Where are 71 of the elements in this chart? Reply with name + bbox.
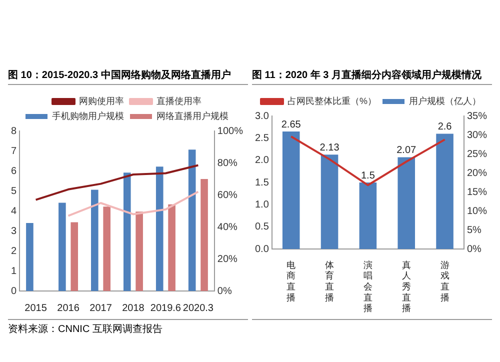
legend-label: 手机购物用户规模	[52, 110, 124, 121]
legend-label: 网络直播用户规模	[156, 110, 228, 121]
x-tick-label: 2019.6	[150, 302, 182, 314]
y-tick-label: 0	[11, 286, 17, 297]
x-tick-label: 游戏直播	[440, 260, 450, 302]
y-tick-label: 3.0	[254, 110, 270, 122]
y-tick-label: 3	[11, 226, 17, 237]
y-tick-label: 1	[11, 266, 17, 277]
bar	[91, 190, 98, 291]
bar	[70, 222, 78, 291]
bar	[103, 206, 110, 291]
y-tick-label: 0.0	[254, 244, 270, 255]
x-tick-label: 电商直播	[286, 260, 296, 302]
bar	[200, 179, 208, 291]
text: 资料来源：CNNIC 互联网调查报告	[8, 322, 248, 336]
legend-label: 占网民整体比重（%）	[288, 96, 377, 106]
bar	[58, 202, 66, 291]
y2-tick-label: 60%	[217, 190, 238, 201]
bar	[156, 166, 164, 291]
x-tick-label: 真人秀直播	[402, 260, 411, 314]
bar	[436, 134, 454, 249]
legend-label: 用户规模（亿人）	[409, 96, 481, 106]
y2-tick-label: 35%	[466, 110, 488, 122]
chart-title: 图 10：2015-2020.3 中国网络购物及网络直播用户	[8, 68, 248, 85]
y-tick-label: 6	[11, 166, 17, 177]
data-label: 2.6	[438, 121, 452, 132]
y2-tick-label: 80%	[217, 158, 238, 169]
y-tick-label: 4	[11, 206, 17, 217]
bar	[282, 132, 300, 249]
data-label: 2.13	[320, 142, 340, 154]
x-tick-label: 2016	[57, 302, 80, 314]
y2-tick-label: 5%	[466, 224, 482, 236]
y2-tick-label: 100%	[217, 126, 244, 137]
y-tick-label: 8	[11, 126, 17, 137]
y-tick-label: 0.5	[254, 222, 270, 233]
bar	[320, 154, 338, 249]
bar	[359, 182, 377, 249]
bar	[168, 204, 176, 291]
x-tick-label: 演唱会直播	[363, 260, 372, 314]
y-tick-label: 1.0	[254, 199, 270, 210]
x-tick-label: 2018	[122, 302, 145, 314]
y2-tick-label: 0%	[217, 286, 232, 297]
data-label: 2.65	[281, 119, 302, 130]
y-tick-label: 7	[11, 146, 17, 157]
y2-tick-label: 20%	[466, 168, 488, 179]
y2-tick-label: 40%	[217, 222, 238, 233]
x-tick-label: 2015	[24, 302, 48, 314]
bar	[26, 223, 34, 291]
legend-label: 直播使用率	[156, 96, 202, 106]
bar	[398, 157, 416, 249]
y2-tick-label: 15%	[466, 186, 488, 198]
y2-tick-label: 0%	[466, 244, 482, 255]
y2-tick-label: 20%	[217, 254, 238, 265]
y2-tick-label: 25%	[466, 148, 488, 160]
legend-label: 网购使用率	[79, 96, 124, 106]
y-tick-label: 2.0	[254, 155, 270, 166]
y-tick-label: 2	[11, 246, 17, 257]
bar	[136, 212, 143, 291]
data-label: 1.5	[360, 170, 376, 182]
y-tick-label: 1.5	[254, 177, 270, 188]
y2-tick-label: 30%	[466, 130, 488, 141]
chart-title: 图 11：2020 年 3 月直播细分内容领域用户规模情况	[252, 68, 492, 85]
x-tick-label: 2017	[90, 302, 112, 314]
y-tick-label: 5	[11, 186, 17, 197]
bar	[188, 150, 196, 291]
y-tick-label: 2.5	[254, 132, 270, 144]
x-tick-label: 2020.3	[182, 302, 214, 314]
y2-tick-label: 10%	[466, 206, 488, 217]
x-tick-label: 体育直播	[325, 260, 334, 302]
bar	[123, 172, 131, 291]
data-label: 2.07	[396, 144, 417, 156]
